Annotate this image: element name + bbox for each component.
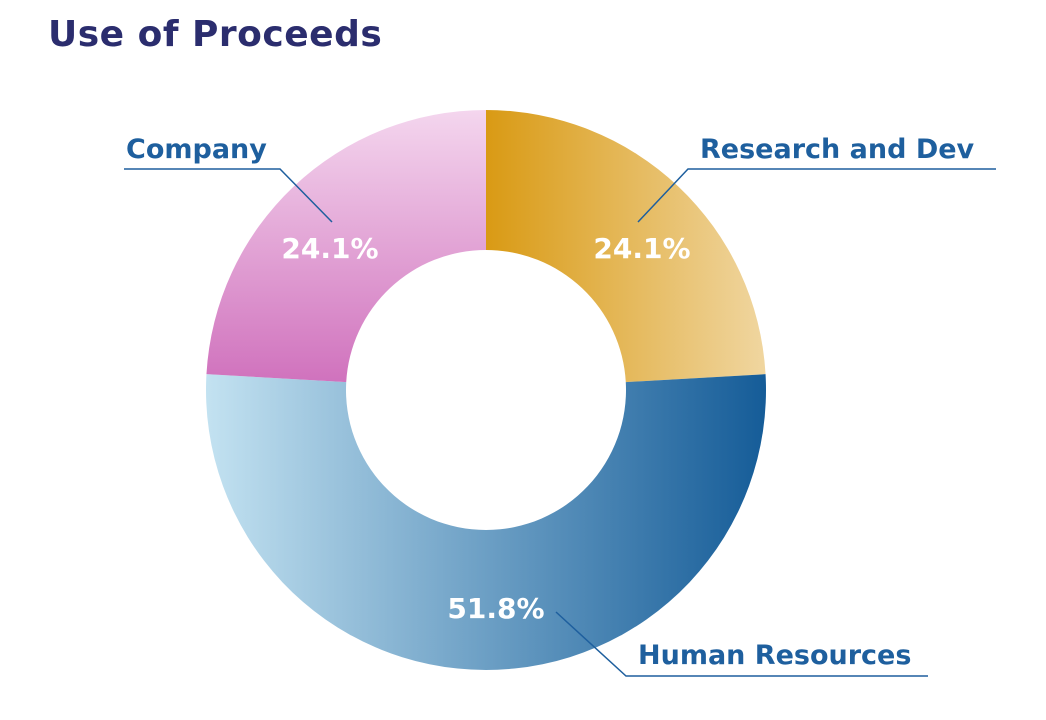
pct-label-human-resources: 51.8% bbox=[447, 592, 544, 625]
slice-research-and-dev bbox=[486, 110, 766, 383]
leader-line-research-and-dev bbox=[637, 168, 996, 223]
pct-label-company: 24.1% bbox=[281, 232, 378, 265]
leader-line-company bbox=[124, 168, 333, 223]
category-label-research-and-dev: Research and Dev bbox=[700, 134, 975, 165]
pct-label-research-and-dev: 24.1% bbox=[593, 232, 690, 265]
category-label-human-resources: Human Resources bbox=[638, 640, 911, 671]
category-label-company: Company bbox=[126, 134, 267, 165]
page-title: Use of Proceeds bbox=[48, 14, 383, 55]
slice-human-resources bbox=[206, 374, 767, 670]
slice-company bbox=[206, 110, 486, 383]
leader-line-human-resources bbox=[555, 611, 928, 677]
